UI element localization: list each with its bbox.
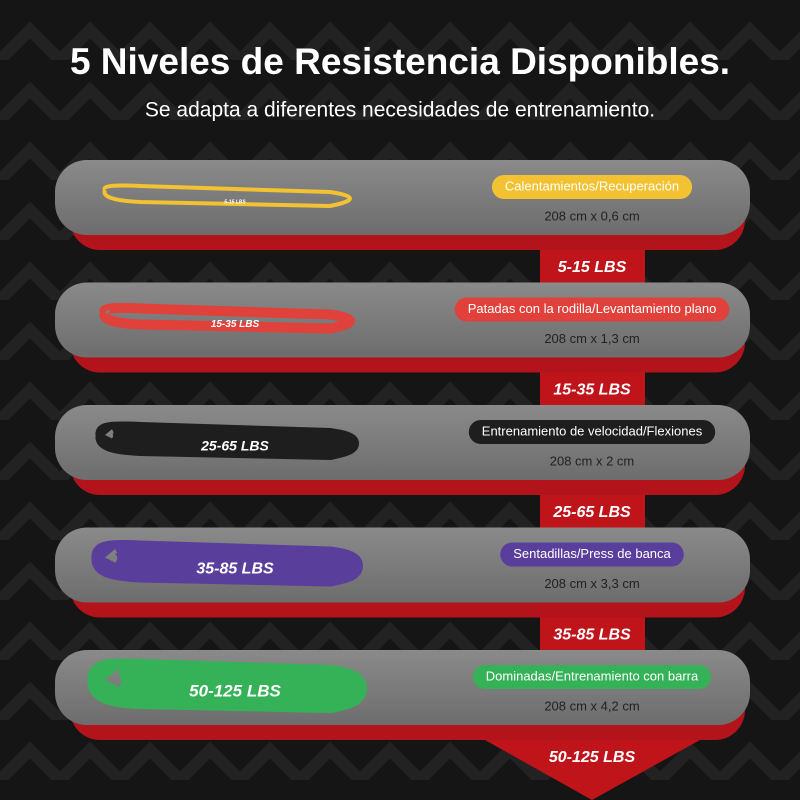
level-label: 35-85 LBS xyxy=(553,627,631,644)
dimensions: 208 cm x 3,3 cm xyxy=(544,576,639,591)
band xyxy=(95,421,359,460)
subtitle: Se adapta a diferentes necesidades de en… xyxy=(145,99,655,122)
use-label: Dominadas/Entrenamiento con barra xyxy=(486,668,699,683)
band xyxy=(99,303,355,334)
use-pill xyxy=(454,297,730,322)
dimensions: 208 cm x 1,3 cm xyxy=(544,331,639,346)
use-label: Entrenamiento de velocidad/Flexiones xyxy=(482,423,703,438)
use-label: Sentadillas/Press de banca xyxy=(513,546,671,561)
band-label: 15-35 LBS xyxy=(211,319,260,330)
level-label: 50-125 LBS xyxy=(549,749,636,766)
dimensions: 208 cm x 0,6 cm xyxy=(544,208,639,223)
band-label: 5-15 LBS xyxy=(224,199,246,205)
use-label: Patadas con la rodilla/Levantamiento pla… xyxy=(468,301,717,316)
level-card: 5-15 LBS Calentamientos/Recuperación 208 c… xyxy=(55,160,750,250)
band-label: 35-85 LBS xyxy=(196,561,274,578)
use-pill xyxy=(491,175,693,199)
dimensions: 208 cm x 2 cm xyxy=(550,453,635,468)
arrow-head xyxy=(485,740,700,800)
level-label: 15-35 LBS xyxy=(553,382,631,399)
use-pill xyxy=(468,420,716,444)
band-label: 50-125 LBS xyxy=(189,681,281,700)
band xyxy=(102,183,352,208)
title: 5 Niveles de Resistencia Disponibles. xyxy=(70,41,730,82)
level-card: 25-65 LBS Entrenamiento de velocidad/Flex… xyxy=(55,405,750,495)
level-card: 35-85 LBS Sentadillas/Press de banca 208 c… xyxy=(55,527,750,618)
level-label: 25-65 LBS xyxy=(552,504,631,521)
levels: 5-15 LBS Calentamientos/Recuperación 208 c… xyxy=(55,160,750,766)
band-label: 25-65 LBS xyxy=(200,438,269,454)
level-card: 15-35 LBS Patadas con la rodilla/Levantam… xyxy=(55,282,750,373)
use-pill xyxy=(500,542,684,567)
level-label: 5-15 LBS xyxy=(558,259,627,276)
use-pill xyxy=(472,665,712,689)
level-card: 50-125 LBS Dominadas/Entrenamiento con ba… xyxy=(55,650,750,740)
use-label: Calentamientos/Recuperación xyxy=(505,178,679,193)
dimensions: 208 cm x 4,2 cm xyxy=(544,698,639,713)
